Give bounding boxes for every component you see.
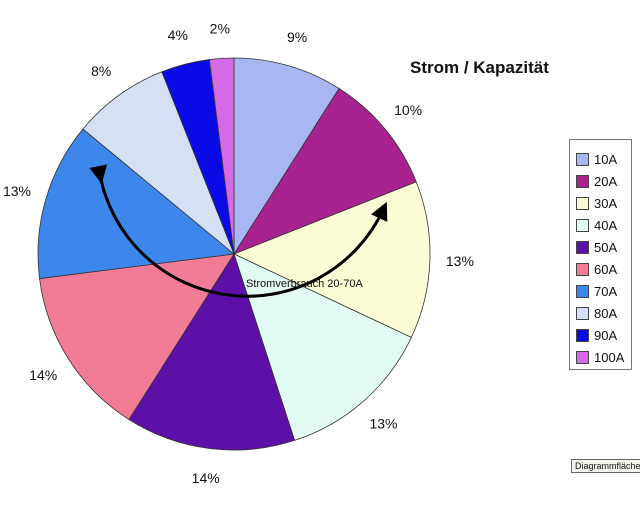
- annotation-arrow: [89, 164, 388, 298]
- chart-area-tooltip: Diagrammfläche: [571, 459, 640, 473]
- percent-label-20a: 10%: [394, 102, 422, 118]
- legend-label: 30A: [594, 195, 618, 211]
- legend-label: 100A: [594, 349, 625, 365]
- legend-item-80a: 80A: [570, 302, 631, 324]
- percent-label-10a: 9%: [287, 29, 307, 45]
- legend-label: 40A: [594, 217, 618, 233]
- pie-slice-40a: [233, 253, 412, 441]
- legend-item-30a: 30A: [570, 192, 631, 214]
- percent-label-30a: 13%: [446, 253, 474, 269]
- legend-swatch: [576, 328, 589, 342]
- legend-label: 10A: [594, 151, 618, 167]
- legend-swatch: [576, 350, 589, 364]
- legend-label: 20A: [594, 173, 618, 189]
- legend-label: 90A: [594, 327, 618, 343]
- percent-label-80a: 8%: [91, 63, 111, 79]
- pie-slice-50a: [128, 253, 296, 451]
- legend-item-100a: 100A: [570, 346, 631, 368]
- legend-label: 70A: [594, 283, 618, 299]
- legend-item-20a: 20A: [570, 170, 631, 192]
- pie-percent-labels: 9% 10% 13% 13% 14% 14% 13% 8% 4% 2%: [3, 20, 474, 486]
- legend-label: 50A: [594, 239, 618, 255]
- percent-label-70a: 13%: [3, 183, 31, 199]
- legend-item-90a: 90A: [570, 324, 631, 346]
- legend-swatch: [576, 196, 589, 210]
- percent-label-100a: 2%: [210, 20, 230, 36]
- pie-slice-60a: [39, 253, 235, 421]
- legend-swatch: [576, 306, 589, 320]
- legend-item-50a: 50A: [570, 236, 631, 258]
- legend-swatch: [576, 240, 589, 254]
- legend-swatch: [576, 218, 589, 232]
- pie-slices: [37, 57, 431, 451]
- legend-swatch: [576, 152, 589, 166]
- legend-label: 80A: [594, 305, 618, 321]
- legend-swatch: [576, 174, 589, 188]
- legend-item-10a: 10A: [570, 148, 631, 170]
- percent-label-60a: 14%: [29, 367, 57, 383]
- legend-swatch: [576, 284, 589, 298]
- percent-label-40a: 13%: [369, 416, 397, 432]
- legend-label: 60A: [594, 261, 618, 277]
- chart-legend: 10A 20A 30A 40A 50A 60A 70A 80A 90A 100A: [569, 139, 632, 370]
- legend-swatch: [576, 262, 589, 276]
- legend-item-70a: 70A: [570, 280, 631, 302]
- chart-title: Strom / Kapazität: [410, 58, 549, 77]
- legend-item-40a: 40A: [570, 214, 631, 236]
- percent-label-50a: 14%: [192, 470, 220, 486]
- percent-label-90a: 4%: [168, 27, 188, 43]
- annotation-label: Stromverbrauch 20-70A: [246, 278, 363, 290]
- legend-item-60a: 60A: [570, 258, 631, 280]
